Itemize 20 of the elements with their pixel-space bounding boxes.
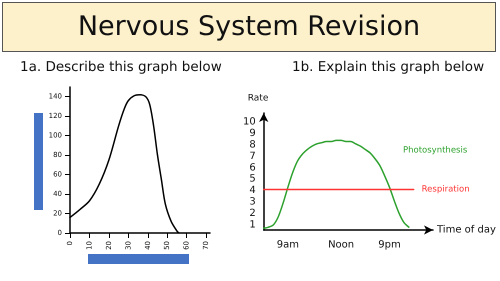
- chart-subtitle: 1b. Explain this graph below: [292, 59, 484, 75]
- y-tick-label: 3: [249, 196, 256, 208]
- x-tick-label: 9am: [276, 240, 300, 250]
- y-tick-label: 8: [249, 139, 256, 150]
- y-tick-label: 6: [249, 162, 256, 174]
- x-tick-label: 9pm: [378, 240, 401, 250]
- y-tick-label: 7: [249, 150, 256, 162]
- x-tick-label: Noon: [328, 240, 354, 250]
- y-axis-title: Rate: [248, 94, 269, 104]
- y-tick-label: 2: [249, 208, 256, 219]
- y-tick-label: 4: [249, 185, 256, 196]
- y-tick-label: 5: [249, 174, 256, 185]
- y-tick-label: 10: [242, 116, 256, 128]
- y-tick-label: 9: [249, 128, 256, 140]
- chart-title: Nervous System Revision: [2, 2, 496, 52]
- text: Photosynthesis: [403, 146, 468, 156]
- x-axis-title: Time of day: [436, 224, 496, 236]
- chart-subtitle: 1a. Describe this graph below: [20, 59, 222, 75]
- y-tick-label: 1: [249, 219, 256, 230]
- series-label: Respiration: [422, 184, 470, 194]
